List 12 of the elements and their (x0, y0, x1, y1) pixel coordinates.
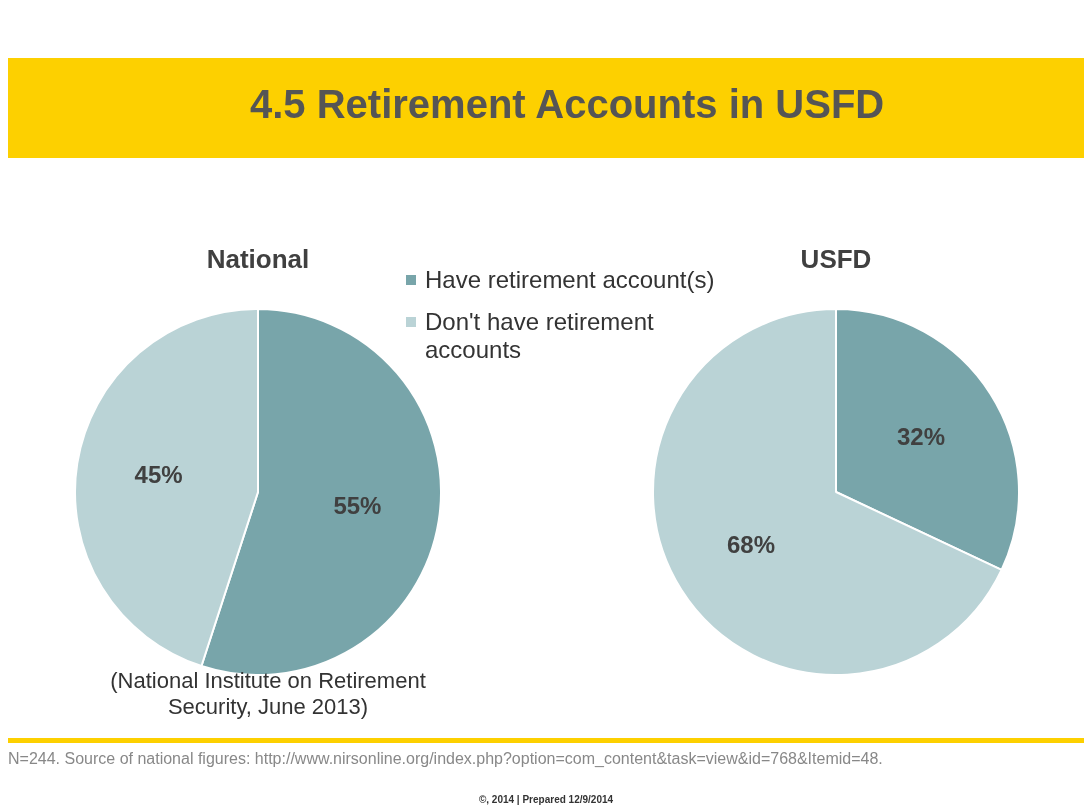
legend-label: Have retirement account(s) (425, 266, 715, 294)
text: 4.5 Retirement Accounts in USFD (250, 82, 885, 127)
data-label: 45% (134, 460, 183, 488)
data-label: 32% (896, 422, 946, 450)
text: (National Institute on Retirement Security, June 2013) (109, 668, 427, 720)
data-label: 55% (333, 492, 382, 520)
text: N=244. Source of national figures: http://www.nirsonline.org/index.php?option=com_content&task=view&id=768&Itemid=48. (8, 750, 883, 768)
legend-label: Don't have retirement accounts (425, 308, 655, 364)
text: ©, 2014 | Prepared 12/9/2014 (477, 794, 615, 805)
data-label: 68% (726, 530, 776, 558)
chart-title: USFD (800, 244, 872, 274)
chart-title: National (206, 244, 310, 274)
